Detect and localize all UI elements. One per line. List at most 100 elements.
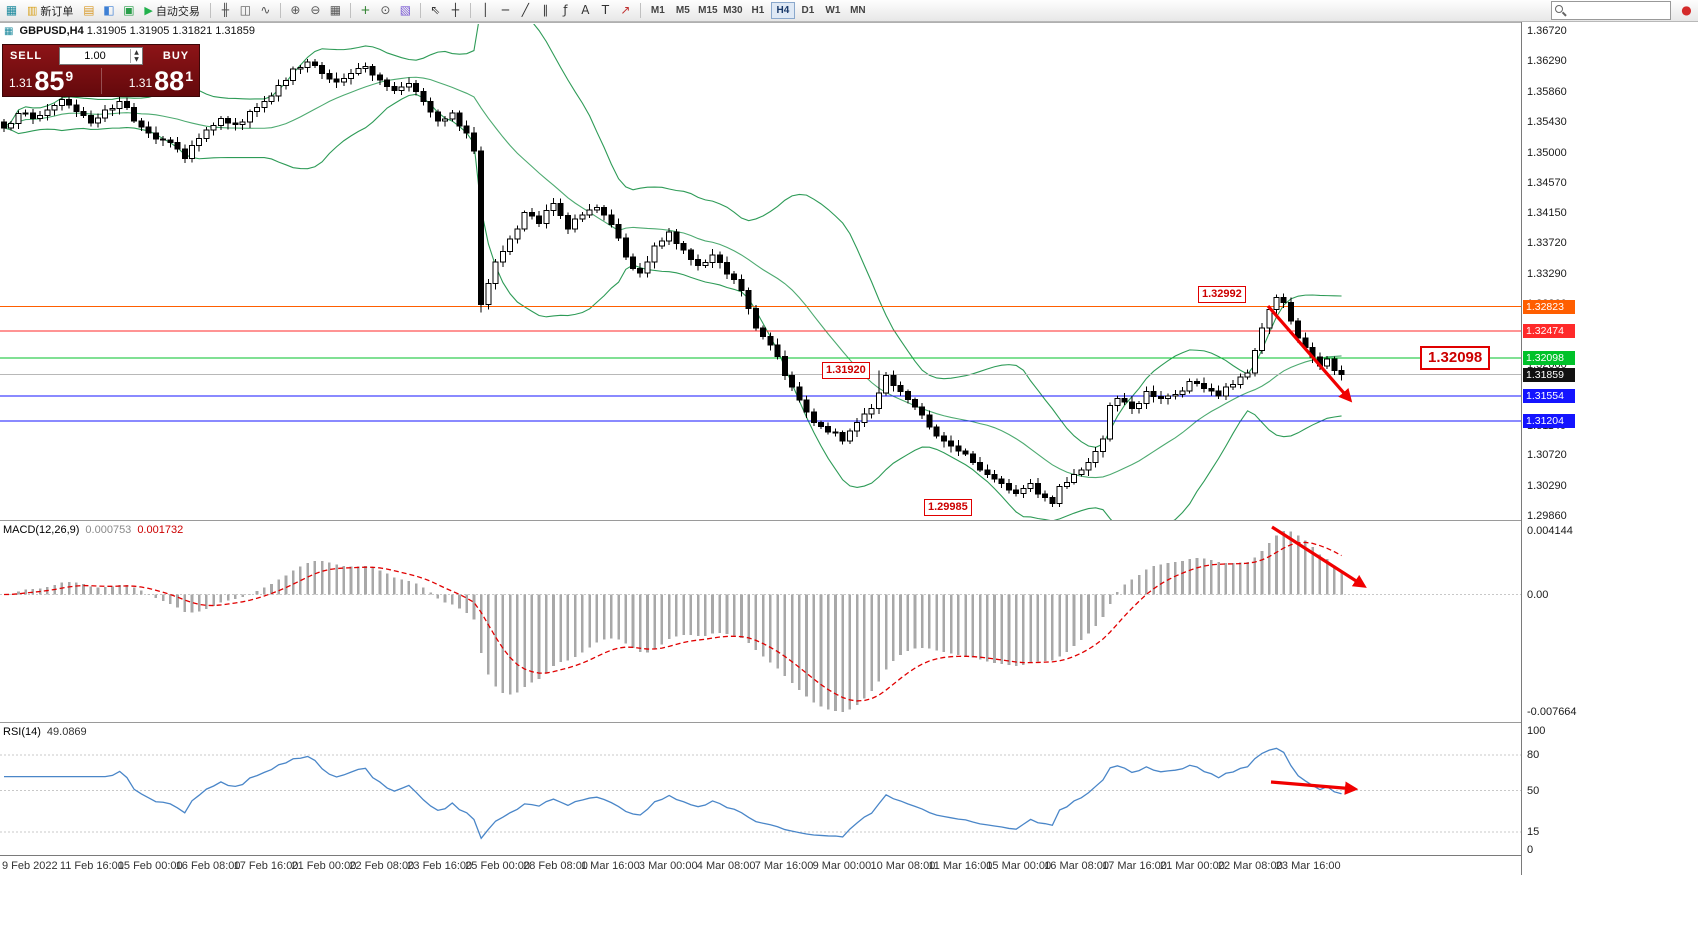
symbol-ohlc-header: ▦ GBPUSD,H4 1.31905 1.31905 1.31821 1.31… — [4, 25, 255, 37]
macd-signal-value: 0.001732 — [137, 524, 184, 536]
arrows-icon[interactable]: ↗ — [620, 2, 631, 17]
zoom-out-icon[interactable]: ⊖ — [310, 2, 321, 17]
ohlc-low: 1.31821 — [172, 25, 213, 37]
buy-label: BUY — [162, 49, 190, 62]
toolbar-separator — [209, 3, 211, 18]
vertical-line-icon[interactable]: │ — [481, 2, 489, 17]
rsi-axis-label: 0 — [1527, 844, 1534, 856]
buy-button[interactable]: 1.31 88 1 — [102, 66, 200, 96]
time-scale[interactable]: 9 Feb 2022 11 Feb 16:00 15 Feb 00:00 16 Feb… — [0, 855, 1521, 876]
autotrading-button[interactable]: ▶ 自动交易 — [139, 2, 204, 20]
timeframe-button-mn[interactable]: MN — [850, 5, 866, 16]
horizontal-line-icon[interactable]: ─ — [501, 2, 509, 17]
time-axis-label: 1 Mar 16:00 — [581, 860, 640, 872]
toolbar-separator — [279, 3, 281, 18]
time-axis-label: 3 Mar 00:00 — [638, 860, 698, 872]
buy-price-pip: 1 — [185, 68, 193, 84]
periods-icon[interactable]: ⊙ — [380, 2, 391, 17]
ohlc-bars-icon[interactable]: ╫ — [221, 2, 229, 17]
ohlc-open: 1.31905 — [86, 25, 127, 37]
time-axis-label: 22 Mar 08:00 — [1217, 860, 1283, 872]
macd-name: MACD(12,26,9) — [3, 524, 80, 536]
fibonacci-icon[interactable]: ƒ — [563, 2, 568, 17]
new-order-button-label: 新订单 — [40, 5, 74, 18]
sell-price-small: 1.31 — [9, 76, 33, 90]
ohlc-close: 1.31859 — [215, 25, 256, 37]
price-level-badge: 1.32474 — [1523, 324, 1575, 339]
time-axis-label: 4 Mar 08:00 — [696, 860, 756, 872]
macd-axis-label: 0.004144 — [1527, 525, 1573, 537]
rsi-panel-area[interactable] — [0, 723, 1521, 855]
volume-up-button[interactable]: ▲ — [134, 48, 139, 56]
trendline-icon[interactable]: ╱ — [521, 2, 529, 17]
price-axis-label: 1.36290 — [1527, 55, 1567, 68]
crosshair-icon[interactable]: ┼ — [451, 2, 459, 17]
timeframe-button-m30[interactable]: M30 — [723, 5, 743, 16]
time-axis-label: 28 Feb 08:00 — [523, 860, 588, 872]
help-icon[interactable]: ● — [1681, 2, 1692, 17]
price-level-badge: 1.31554 — [1523, 389, 1575, 404]
toolbar-separator — [419, 3, 421, 18]
text-label-icon[interactable]: T — [601, 2, 610, 17]
price-annotation[interactable]: 1.29985 — [924, 499, 972, 516]
channel-icon[interactable]: ∥ — [542, 2, 549, 17]
volume-control: ▲ ▼ — [49, 46, 153, 65]
price-axis-label: 1.35860 — [1527, 85, 1567, 98]
symbol-label: GBPUSD,H4 — [19, 25, 84, 37]
new-order-button[interactable]: ▥ 新订单 — [22, 2, 78, 20]
timeframe-button-h4[interactable]: H4 — [770, 2, 795, 19]
search-input[interactable] — [1568, 3, 1670, 18]
cursor-icon[interactable]: ⇖ — [430, 2, 441, 17]
time-axis-label: 22 Feb 08:00 — [349, 860, 415, 872]
timeframe-button-m5[interactable]: M5 — [675, 5, 690, 16]
macd-rsi-separator[interactable] — [0, 722, 1698, 723]
new-order-icon: ▥ — [27, 4, 38, 17]
main-toolbar: ▦ ▥ 新订单 ▤ ◧ ▣ ▶ 自动交易 ╫ ◫ ∿ ⊕ ⊖ ▦ + ⊙ ▧ ⇖ ┼ │ ─ ╱ ∥ ƒ A T ↗ M1 M5 M15 M… — [0, 0, 1698, 22]
buy-price-big: 88 — [154, 66, 185, 96]
price-axis-label: 1.35430 — [1527, 116, 1567, 129]
toolbar-separator — [349, 3, 351, 18]
price-chart-area[interactable] — [0, 22, 1521, 520]
price-axis-label: 1.34570 — [1527, 177, 1567, 189]
time-axis-label: 7 Mar 16:00 — [754, 860, 814, 872]
time-axis-label: 11 Feb 16:00 — [59, 860, 124, 872]
timeframe-button-h1[interactable]: H1 — [751, 5, 765, 16]
time-axis-label: 23 Feb 16:00 — [407, 860, 473, 872]
zoom-in-icon[interactable]: ⊕ — [290, 2, 301, 17]
volume-down-button[interactable]: ▼ — [134, 55, 139, 63]
market-watch-icon[interactable]: ▤ — [83, 2, 95, 17]
timeframe-button-d1[interactable]: D1 — [801, 5, 815, 16]
sell-label: SELL — [9, 49, 43, 62]
text-icon[interactable]: A — [581, 2, 590, 17]
volume-input[interactable] — [60, 47, 130, 64]
time-axis-label: 15 Feb 00:00 — [117, 860, 183, 872]
search-box — [1551, 1, 1671, 20]
candlestick-chart-icon[interactable]: ◫ — [239, 2, 252, 17]
data-window-icon[interactable]: ◧ — [103, 2, 115, 17]
price-level-badge: 1.32098 — [1523, 350, 1575, 365]
time-axis-label: 23 Mar 16:00 — [1275, 860, 1341, 872]
macd-label: MACD(12,26,9) 0.000753 0.001732 — [3, 524, 183, 536]
timeframe-button-m15[interactable]: M15 — [698, 5, 718, 16]
timeframe-button-m1[interactable]: M1 — [650, 5, 665, 16]
sell-button[interactable]: 1.31 85 9 — [3, 66, 101, 96]
toolbar-separator — [639, 3, 641, 18]
price-callout[interactable]: 1.32098 — [1420, 346, 1491, 370]
tile-windows-icon[interactable]: ▦ — [329, 2, 342, 17]
indicators-icon[interactable]: + — [360, 2, 371, 17]
navigator-icon[interactable]: ▣ — [123, 2, 135, 17]
terminal-window-icon[interactable]: ▦ — [5, 2, 18, 17]
price-macd-separator[interactable] — [0, 520, 1698, 521]
macd-main-value: 0.000753 — [85, 524, 132, 536]
price-annotation[interactable]: 1.31920 — [822, 362, 870, 379]
sell-price-pip: 9 — [65, 68, 74, 84]
timeframe-button-w1[interactable]: W1 — [825, 5, 841, 16]
price-annotation[interactable]: 1.32992 — [1198, 286, 1246, 303]
time-axis-label: 16 Feb 08:00 — [175, 860, 241, 872]
price-scale[interactable]: 1.36720 1.36290 1.35860 1.35430 1.35000 1.345… — [1521, 22, 1698, 875]
macd-panel-area[interactable] — [0, 521, 1521, 722]
line-chart-icon[interactable]: ∿ — [260, 2, 271, 17]
price-axis-label: 1.35000 — [1527, 146, 1567, 159]
templates-icon[interactable]: ▧ — [399, 2, 412, 17]
